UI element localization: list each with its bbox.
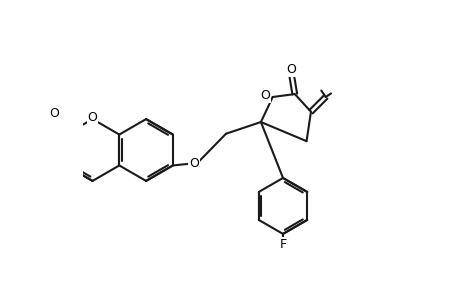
- Text: F: F: [279, 238, 286, 251]
- Text: O: O: [87, 111, 97, 124]
- Text: O: O: [49, 107, 59, 120]
- Text: O: O: [189, 157, 199, 169]
- Text: O: O: [285, 63, 296, 76]
- Text: O: O: [260, 89, 270, 102]
